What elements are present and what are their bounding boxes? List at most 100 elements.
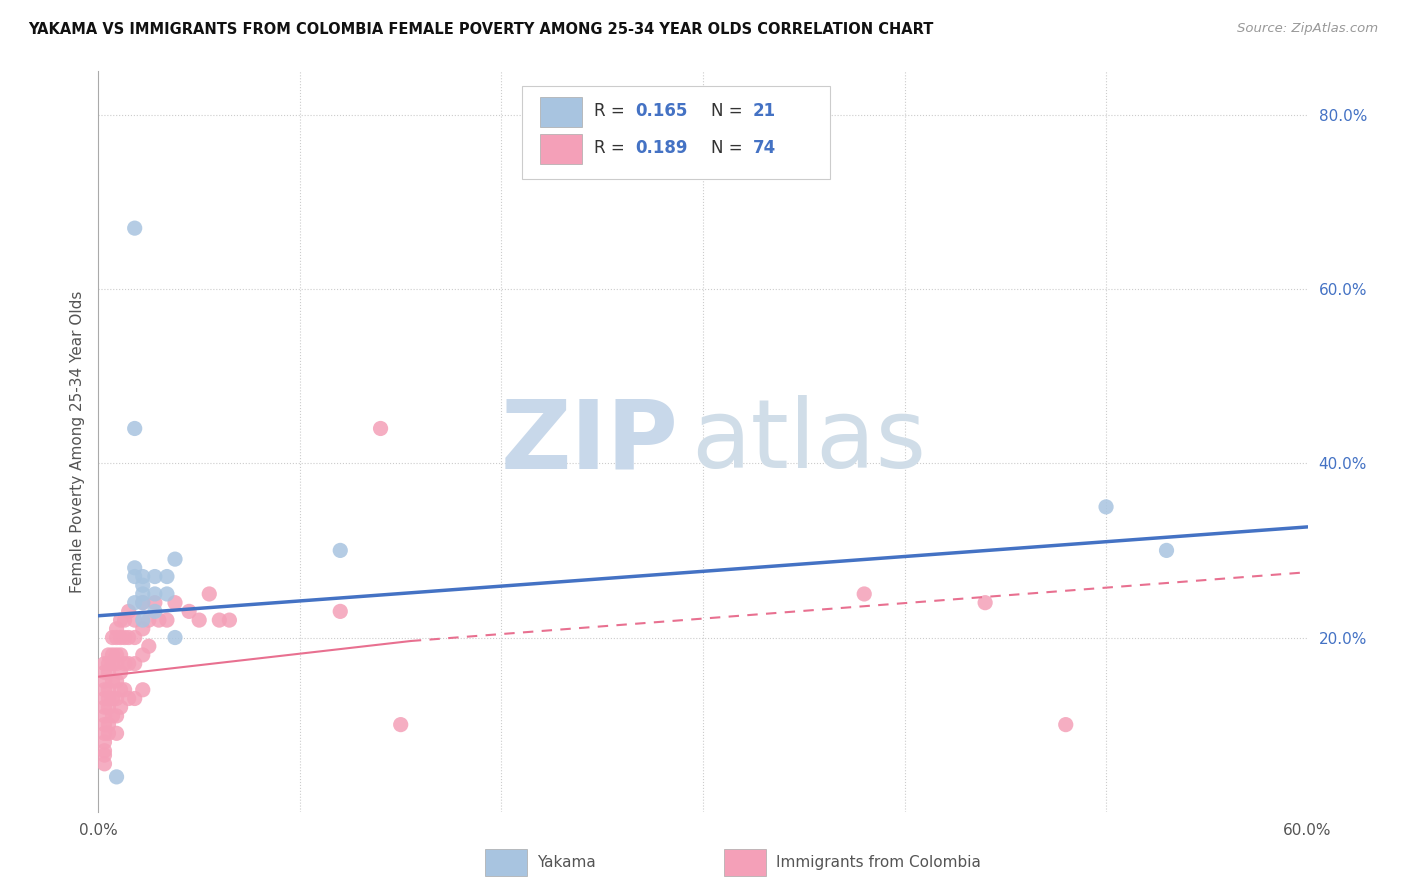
Text: ZIP: ZIP: [501, 395, 679, 488]
Point: [138, 639, 160, 653]
Point: [110, 665, 132, 680]
Text: YAKAMA VS IMMIGRANTS FROM COLOMBIA FEMALE POVERTY AMONG 25-34 YEAR OLDS CORRELAT: YAKAMA VS IMMIGRANTS FROM COLOMBIA FEMAL…: [28, 22, 934, 37]
Point: [114, 657, 136, 671]
Point: [93, 682, 115, 697]
Point: [1156, 543, 1178, 558]
Point: [124, 596, 146, 610]
Point: [114, 631, 136, 645]
Point: [97, 691, 120, 706]
Point: [974, 596, 997, 610]
Point: [118, 631, 141, 645]
Point: [105, 770, 128, 784]
Text: R =: R =: [595, 138, 630, 157]
Point: [93, 748, 115, 763]
Point: [124, 657, 146, 671]
Point: [97, 726, 120, 740]
Point: [93, 726, 115, 740]
Point: [114, 682, 136, 697]
Point: [93, 665, 115, 680]
Point: [148, 613, 170, 627]
Point: [93, 735, 115, 749]
Point: [93, 709, 115, 723]
Text: R =: R =: [595, 102, 630, 120]
Point: [156, 587, 179, 601]
Point: [132, 648, 155, 662]
Point: [93, 756, 115, 771]
Point: [101, 674, 124, 689]
Point: [105, 648, 128, 662]
Point: [1054, 717, 1077, 731]
Point: [101, 631, 124, 645]
Point: [97, 700, 120, 714]
Point: [132, 596, 155, 610]
Point: [105, 691, 128, 706]
Point: [93, 691, 115, 706]
Text: N =: N =: [711, 102, 748, 120]
Point: [143, 596, 166, 610]
Point: [132, 578, 155, 592]
Point: [118, 657, 141, 671]
Text: N =: N =: [711, 138, 748, 157]
Point: [105, 726, 128, 740]
Point: [105, 622, 128, 636]
Point: [93, 700, 115, 714]
Point: [188, 613, 211, 627]
Text: Yakama: Yakama: [537, 855, 596, 870]
Point: [101, 657, 124, 671]
Point: [389, 717, 412, 731]
Point: [124, 613, 146, 627]
Point: [218, 613, 240, 627]
Point: [124, 569, 146, 583]
Point: [105, 709, 128, 723]
FancyBboxPatch shape: [540, 135, 582, 164]
Point: [110, 613, 132, 627]
Point: [156, 613, 179, 627]
Point: [143, 587, 166, 601]
Point: [143, 569, 166, 583]
Point: [156, 569, 179, 583]
Point: [97, 717, 120, 731]
Point: [97, 657, 120, 671]
Point: [118, 691, 141, 706]
Text: 74: 74: [752, 138, 776, 157]
Point: [124, 691, 146, 706]
Point: [143, 604, 166, 618]
Point: [329, 543, 352, 558]
Text: Source: ZipAtlas.com: Source: ZipAtlas.com: [1237, 22, 1378, 36]
Point: [110, 700, 132, 714]
Y-axis label: Female Poverty Among 25-34 Year Olds: Female Poverty Among 25-34 Year Olds: [69, 291, 84, 592]
Point: [97, 682, 120, 697]
Point: [93, 657, 115, 671]
Text: atlas: atlas: [690, 395, 927, 488]
Point: [118, 604, 141, 618]
Point: [110, 648, 132, 662]
FancyBboxPatch shape: [540, 97, 582, 127]
Point: [163, 596, 186, 610]
Point: [93, 674, 115, 689]
Point: [105, 631, 128, 645]
Point: [124, 421, 146, 435]
Point: [853, 587, 876, 601]
Point: [329, 604, 352, 618]
Point: [93, 717, 115, 731]
Point: [138, 613, 160, 627]
Point: [132, 587, 155, 601]
Text: 0.189: 0.189: [636, 138, 688, 157]
Point: [110, 631, 132, 645]
Point: [124, 631, 146, 645]
Point: [114, 613, 136, 627]
Text: Immigrants from Colombia: Immigrants from Colombia: [776, 855, 981, 870]
Point: [179, 604, 201, 618]
Point: [208, 613, 231, 627]
Point: [132, 613, 155, 627]
Point: [105, 657, 128, 671]
Point: [163, 631, 186, 645]
Point: [132, 682, 155, 697]
Point: [132, 596, 155, 610]
Point: [132, 569, 155, 583]
Point: [370, 421, 392, 435]
Point: [132, 622, 155, 636]
Point: [124, 561, 146, 575]
Point: [124, 221, 146, 235]
Point: [163, 552, 186, 566]
